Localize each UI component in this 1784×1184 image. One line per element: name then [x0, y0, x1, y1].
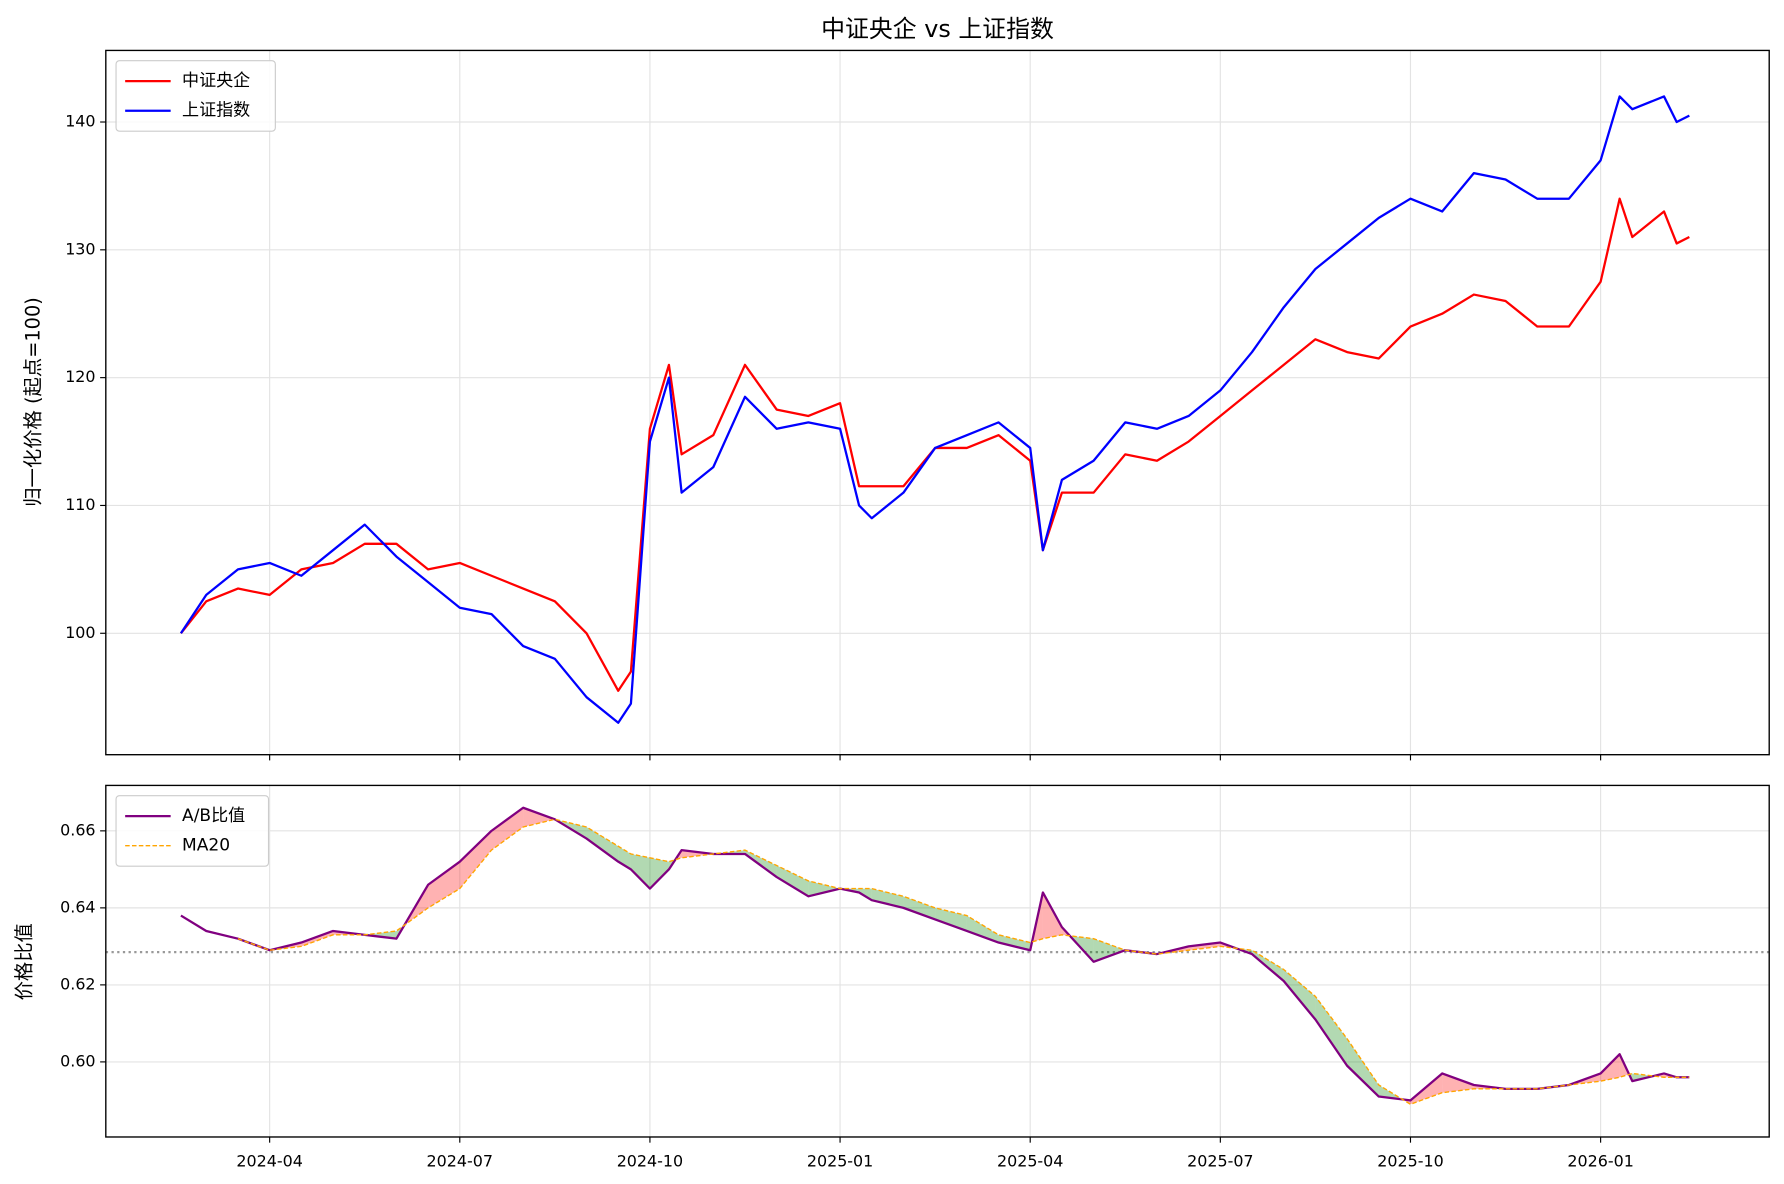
legend-label: MA20 [182, 836, 230, 856]
fill-between [1315, 996, 1348, 1066]
x-tick-label: 2025-10 [1377, 1152, 1443, 1171]
series-line [237, 818, 1690, 1105]
x-tick-label: 2025-07 [1187, 1152, 1253, 1171]
y-tick-label: 0.64 [60, 897, 95, 916]
x-tick-label: 2025-01 [807, 1152, 873, 1171]
fill-between [871, 888, 904, 908]
y-tick-label: 0.60 [60, 1051, 95, 1070]
x-tick-label: 2024-04 [236, 1152, 302, 1171]
fill-between [998, 934, 1031, 951]
fill-between [459, 830, 492, 889]
x-tick-label: 2026-01 [1567, 1152, 1633, 1171]
y-tick-label: 0.62 [60, 974, 95, 993]
y-tick-label: 0.66 [60, 820, 95, 839]
axes-frame [105, 49, 1770, 756]
x-tick-label: 2024-07 [427, 1152, 493, 1171]
series-line [180, 806, 1690, 1102]
fill-between [1600, 1054, 1620, 1082]
legend-box [115, 60, 276, 132]
y-tick-label: 140 [65, 112, 95, 131]
legend-label: A/B比值 [182, 806, 245, 826]
legend: A/B比值 MA20 [115, 795, 270, 867]
legend-box [115, 795, 270, 867]
fill-between [491, 807, 524, 851]
fill-between [649, 857, 669, 889]
fill-between [808, 880, 841, 897]
x-tick-label: 2025-04 [997, 1152, 1063, 1171]
fill-between [1283, 969, 1316, 1020]
fill-between [586, 827, 619, 862]
y-tick-label: 120 [65, 367, 95, 386]
fill-between [428, 861, 460, 908]
fill-between [1042, 892, 1062, 939]
series-line [179, 95, 1690, 724]
fill-between [966, 915, 999, 943]
y-axis-label: 归一化价格 (起点=100) [22, 297, 45, 507]
fill-between [903, 896, 936, 920]
y-axis-label: 价格比值 [13, 923, 36, 1000]
y-tick-label: 130 [65, 239, 95, 258]
fill-between [523, 807, 555, 828]
fill-between [776, 865, 809, 897]
fill-between [1347, 1038, 1379, 1097]
legend-label: 中证央企 [182, 71, 250, 91]
axes-frame [105, 784, 1770, 1138]
legend-label: 上证指数 [182, 101, 250, 121]
fill-between [618, 846, 631, 870]
fill-between [1093, 938, 1126, 962]
chart-title: 中证央企 vs 上证指数 [821, 15, 1054, 43]
y-tick-label: 110 [65, 495, 95, 514]
fill-between [1442, 1073, 1474, 1093]
fill-between [630, 853, 650, 889]
x-tick-label: 2024-10 [617, 1152, 683, 1171]
y-tick-label: 100 [65, 623, 95, 642]
fill-between [1568, 1073, 1601, 1086]
